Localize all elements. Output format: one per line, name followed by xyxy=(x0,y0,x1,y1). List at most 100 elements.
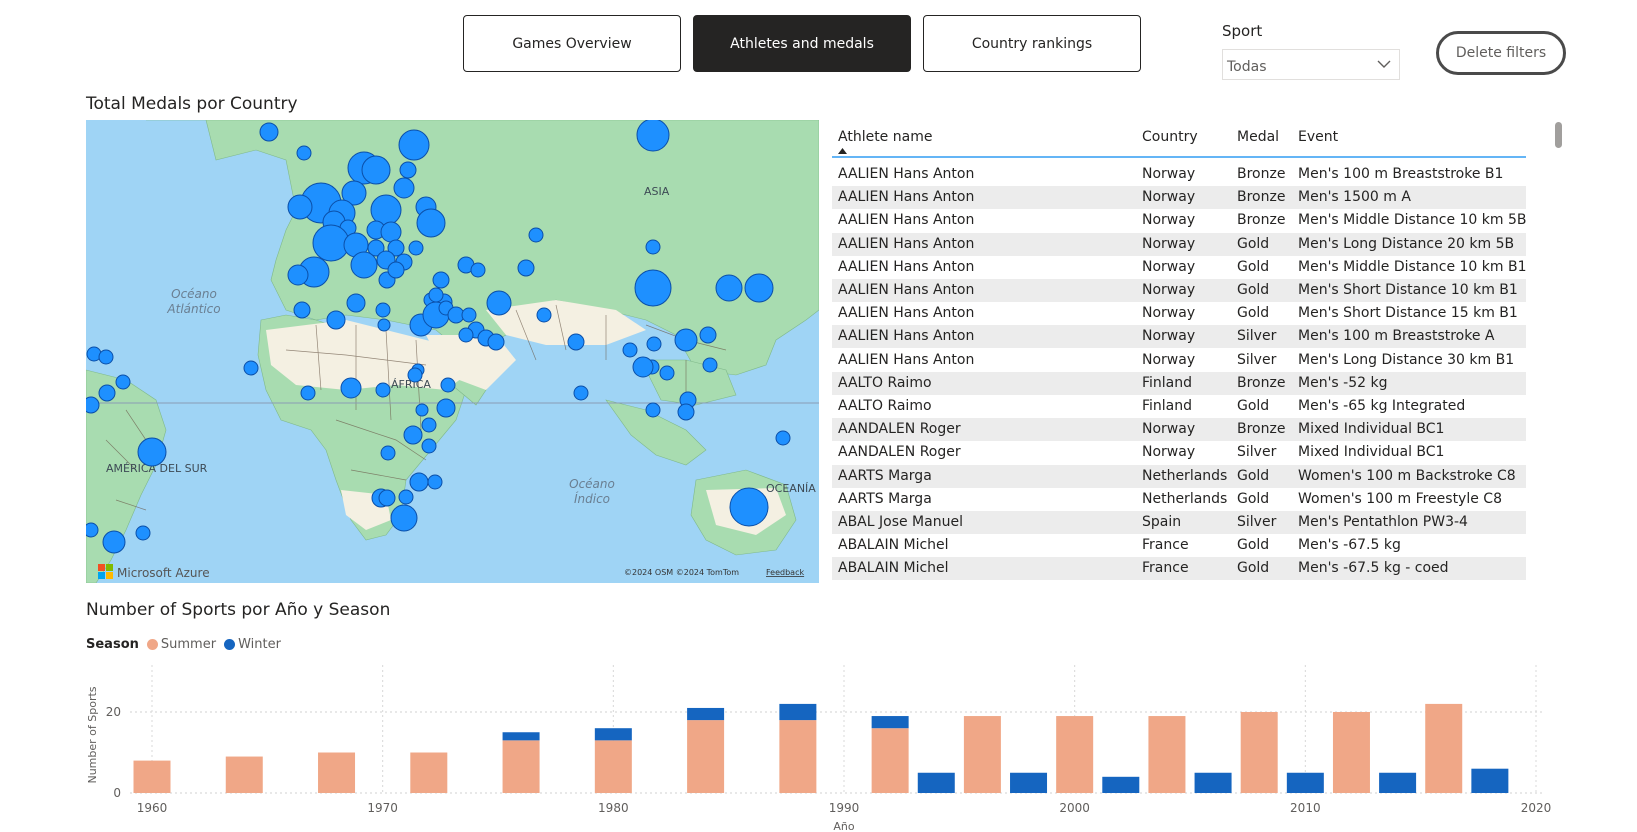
bar-winter[interactable] xyxy=(1010,772,1048,793)
map-canvas: Océano Atlántico Océano Índico ASIA ÁFRI… xyxy=(86,120,819,583)
sport-dropdown[interactable]: Todas xyxy=(1222,49,1400,80)
bar-summer[interactable] xyxy=(1056,716,1094,793)
bar-summer[interactable] xyxy=(225,756,263,793)
legend-item-winter[interactable]: Winter xyxy=(224,637,281,652)
cell-event: Men's -52 kg xyxy=(1298,374,1388,391)
map-attribution: ©2024 OSM ©2024 TomTom xyxy=(624,568,739,577)
cell-country: Norway xyxy=(1142,282,1196,298)
table-row[interactable]: AALTO Raimo Finland Gold Men's -65 kg Integ… xyxy=(832,395,1526,418)
table-row[interactable]: AALIEN Hans Anton Norway Silver Men's Long … xyxy=(832,349,1526,372)
region-label-africa: ÁFRICA xyxy=(391,378,431,391)
cell-athlete: ABALAIN Michel xyxy=(838,560,949,577)
table-row[interactable]: AARTS Marga Netherlands Gold Women's 100 m … xyxy=(832,488,1526,511)
bar-winter[interactable] xyxy=(1286,772,1324,793)
chart-title: Number of Sports por Año y Season xyxy=(86,600,391,620)
table-row[interactable]: AARTS Marga Netherlands Gold Women's 100 m … xyxy=(832,464,1526,488)
athletes-medals-button[interactable]: Athletes and medals xyxy=(693,15,911,72)
table-row[interactable]: AANDALEN Roger Norway Silver Mixed Individu… xyxy=(832,441,1526,464)
table-row[interactable]: AALIEN Hans Anton Norway Gold Men's Long Di… xyxy=(832,232,1526,256)
cell-medal: Gold xyxy=(1237,537,1270,554)
cell-medal: Gold xyxy=(1237,398,1270,414)
bar-winter[interactable] xyxy=(502,732,540,741)
bar-summer[interactable] xyxy=(410,752,448,794)
region-label-south-america: AMÉRICA DEL SUR xyxy=(106,462,208,475)
legend-item-summer[interactable]: Summer xyxy=(146,637,217,652)
legend-dot-winter xyxy=(224,639,236,650)
bar-winter[interactable] xyxy=(917,772,955,793)
bar-winter[interactable] xyxy=(871,716,909,729)
cell-medal: Gold xyxy=(1237,258,1270,275)
header-event[interactable]: Event xyxy=(1298,129,1339,145)
bar-summer[interactable] xyxy=(133,760,171,793)
cell-athlete: AALIEN Hans Anton xyxy=(838,235,975,252)
x-tick-label: 2020 xyxy=(1521,801,1552,815)
cell-athlete: AALIEN Hans Anton xyxy=(838,189,975,206)
bar-summer[interactable] xyxy=(1332,712,1370,793)
bar-summer[interactable] xyxy=(318,752,356,794)
cell-event: Men's Long Distance 30 km B1 xyxy=(1298,351,1515,368)
cell-athlete: AARTS Marga xyxy=(838,490,932,507)
legend-label-summer: Summer xyxy=(160,637,217,652)
cell-medal: Gold xyxy=(1237,560,1270,577)
cell-country: Norway xyxy=(1142,351,1196,368)
region-label-asia: ASIA xyxy=(644,185,670,198)
bar-summer[interactable] xyxy=(1148,716,1186,793)
cell-country: Finland xyxy=(1142,398,1193,414)
bar-winter[interactable] xyxy=(1194,772,1232,793)
cell-event: Men's -67.5 kg - coed xyxy=(1298,560,1449,577)
map-title: Total Medals por Country xyxy=(86,94,298,114)
bar-summer[interactable] xyxy=(687,720,725,793)
cell-country: France xyxy=(1142,537,1189,554)
table-scrollbar[interactable] xyxy=(1555,122,1562,148)
cell-country: Norway xyxy=(1142,258,1196,275)
medals-map[interactable]: Océano Atlántico Océano Índico ASIA ÁFRI… xyxy=(86,120,819,583)
cell-athlete: AALIEN Hans Anton xyxy=(838,282,975,298)
table-row[interactable]: AALTO Raimo Finland Bronze Men's -52 kg xyxy=(832,371,1526,395)
table-row[interactable]: AANDALEN Roger Norway Bronze Mixed Individu… xyxy=(832,418,1526,442)
athletes-table[interactable]: Athlete name Country Medal Event AALIEN … xyxy=(830,120,1530,583)
table-row[interactable]: AALIEN Hans Anton Norway Gold Men's Short D… xyxy=(832,279,1526,302)
table-row[interactable]: AALIEN Hans Anton Norway Silver Men's 100 m… xyxy=(832,325,1526,349)
bar-winter[interactable] xyxy=(1102,776,1140,793)
header-athlete-name[interactable]: Athlete name xyxy=(838,129,933,145)
bar-summer[interactable] xyxy=(502,740,540,793)
table-row[interactable]: AALIEN Hans Anton Norway Bronze Men's 1500 … xyxy=(832,186,1526,210)
x-tick-label: 1990 xyxy=(829,801,860,815)
table-row[interactable]: AALIEN Hans Anton Norway Bronze Men's Middl… xyxy=(832,209,1527,232)
header-country[interactable]: Country xyxy=(1142,129,1198,145)
bar-winter[interactable] xyxy=(1471,768,1509,793)
map-feedback-link[interactable]: Feedback xyxy=(766,568,804,577)
bar-summer[interactable] xyxy=(1240,712,1278,793)
bar-winter[interactable] xyxy=(779,703,817,721)
cell-athlete: AALIEN Hans Anton xyxy=(838,328,975,345)
table-row[interactable]: AALIEN Hans Anton Norway Bronze Men's 100 m… xyxy=(832,163,1526,186)
table-row[interactable]: AALIEN Hans Anton Norway Gold Men's Middle … xyxy=(832,256,1527,279)
cell-country: France xyxy=(1142,560,1189,577)
country-rankings-button[interactable]: Country rankings xyxy=(923,15,1141,72)
cell-event: Men's -65 kg Integrated xyxy=(1298,398,1466,414)
cell-medal: Bronze xyxy=(1237,189,1286,206)
table-row[interactable]: ABAL Jose Manuel Spain Silver Men's Pentath… xyxy=(832,511,1526,534)
games-overview-button[interactable]: Games Overview xyxy=(463,15,681,72)
cell-medal: Silver xyxy=(1237,351,1277,368)
bar-summer[interactable] xyxy=(1425,703,1463,793)
legend-title: Season xyxy=(86,637,139,652)
cell-medal: Bronze xyxy=(1237,166,1286,182)
header-medal[interactable]: Medal xyxy=(1237,129,1280,145)
legend-label-winter: Winter xyxy=(238,637,281,652)
table-row[interactable]: AALIEN Hans Anton Norway Gold Men's Short D… xyxy=(832,302,1526,325)
cell-event: Men's -67.5 kg xyxy=(1298,537,1401,554)
bar-summer[interactable] xyxy=(963,716,1001,793)
bar-winter[interactable] xyxy=(594,728,632,741)
bar-winter[interactable] xyxy=(687,707,725,721)
cell-medal: Gold xyxy=(1237,305,1270,322)
bar-winter[interactable] xyxy=(1379,772,1417,793)
bar-summer[interactable] xyxy=(871,728,909,793)
bar-summer[interactable] xyxy=(779,720,817,793)
table-row[interactable]: ABALAIN Michel France Gold Men's -67.5 kg xyxy=(832,534,1526,557)
table-row[interactable]: ABALAIN Michel France Gold Men's -67.5 kg -… xyxy=(832,557,1526,581)
delete-filters-button[interactable]: Delete filters xyxy=(1436,31,1566,75)
bar-summer[interactable] xyxy=(594,740,632,793)
cell-medal: Bronze xyxy=(1237,212,1286,229)
